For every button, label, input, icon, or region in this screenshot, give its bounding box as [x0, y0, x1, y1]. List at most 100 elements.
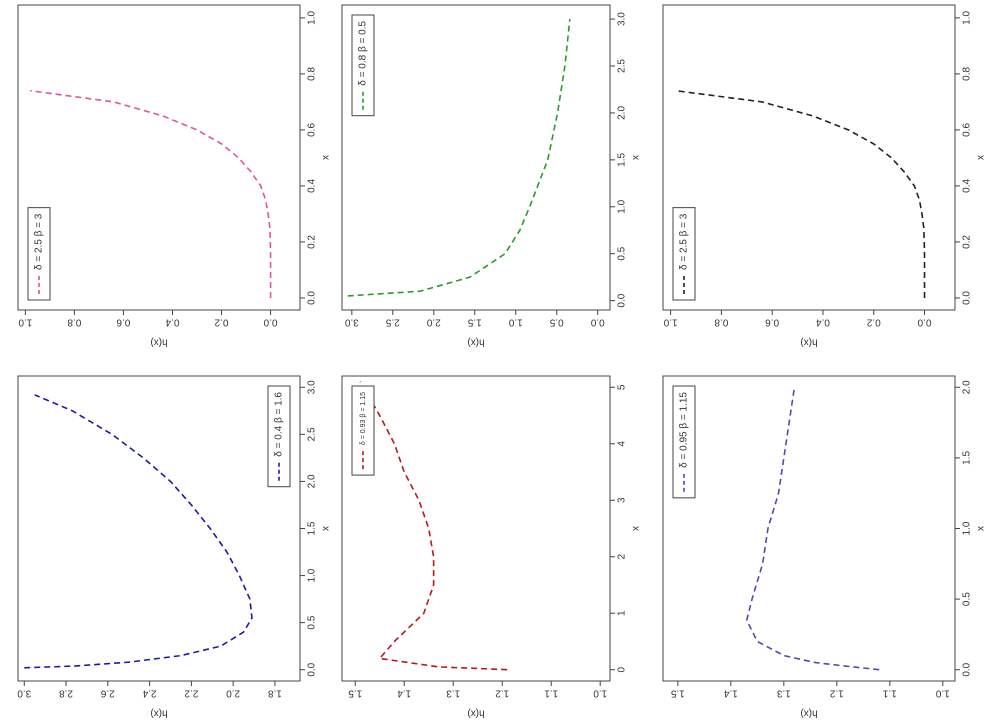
- y-tick-label: 0.6: [116, 316, 130, 327]
- legend-box: [672, 207, 696, 301]
- x-axis-label: x: [321, 155, 332, 160]
- y-tick-label: 2.8: [59, 687, 73, 698]
- y-tick-label: 1.0: [593, 687, 607, 698]
- x-tick-label: 1.5: [307, 521, 318, 535]
- y-tick-label: 1.5: [348, 687, 362, 698]
- legend: δ = 2.5 β = 3: [672, 207, 696, 301]
- plot-frame: [341, 375, 611, 682]
- y-axis-label: h(x): [467, 707, 484, 718]
- x-tick-label: 0.5: [962, 592, 973, 606]
- y-tick-label: 0.8: [67, 316, 81, 327]
- plot-frame: [17, 4, 301, 311]
- x-tick-label: 2.0: [307, 474, 318, 488]
- x-tick-label: 0.0: [962, 291, 973, 305]
- y-tick-label: 2.5: [385, 316, 399, 327]
- y-tick-label: 1.0: [935, 687, 949, 698]
- data-line: [675, 89, 926, 298]
- legend: δ = 0.4 β = 1.6: [267, 385, 291, 488]
- legend: δ = 0.93 β = 1.15: [351, 385, 375, 476]
- x-tick-label: 0: [617, 666, 628, 672]
- legend: δ = 0.95 β = 1.15: [672, 385, 696, 499]
- x-tick-label: 2.5: [307, 427, 318, 441]
- y-tick-label: 0.6: [765, 316, 779, 327]
- y-tick-label: 0.4: [165, 316, 179, 327]
- y-axis-label: h(x): [800, 336, 817, 347]
- y-tick-label: 1.5: [467, 316, 481, 327]
- y-axis-label: h(x): [150, 336, 167, 347]
- y-tick-label: 1.4: [723, 687, 737, 698]
- legend-text: δ = 2.5 β = 3: [34, 213, 45, 270]
- legend-text: δ = 0.8 β = 0.5: [358, 21, 369, 86]
- x-tick-label: 0.8: [307, 67, 318, 81]
- x-tick-label: 3: [617, 497, 628, 503]
- y-tick-label: 1.2: [495, 687, 509, 698]
- panel: 0.0 0.2 0.4 0.6 0.8 1.0 0.0 0.2 0.4 0.6 0.8 1.0 x h(x…: [17, 4, 332, 347]
- x-tick-label: 2.0: [962, 380, 973, 394]
- legend: δ = 2.5 β = 3: [27, 207, 51, 301]
- y-axis-label: h(x): [467, 336, 484, 347]
- y-tick-label: 1.0: [18, 316, 32, 327]
- x-tick-label: 0.8: [962, 67, 973, 81]
- y-tick-label: 0.0: [590, 316, 604, 327]
- legend-text: δ = 0.95 β = 1.15: [679, 392, 690, 468]
- y-tick-label: 1.3: [446, 687, 460, 698]
- x-tick-label: 5: [617, 384, 628, 390]
- x-tick-label: 0.5: [617, 246, 628, 260]
- x-tick-label: 1.0: [617, 199, 628, 213]
- y-axis-label: h(x): [150, 707, 167, 718]
- x-tick-label: 0.6: [962, 123, 973, 137]
- x-tick-label: 1.0: [307, 10, 318, 24]
- y-tick-label: 1.1: [544, 687, 558, 698]
- x-tick-label: 0.2: [962, 235, 973, 249]
- y-tick-label: 2.0: [226, 687, 240, 698]
- x-axis-label: x: [976, 526, 987, 531]
- panel: 0.0 0.2 0.4 0.6 0.8 1.0 0.0 0.2 0.4 0.6 0.8 1.0 x h(x…: [662, 4, 987, 347]
- y-tick-label: 1.4: [397, 687, 411, 698]
- legend: δ = 0.8 β = 0.5: [351, 14, 375, 117]
- x-tick-label: 1.5: [617, 152, 628, 166]
- x-tick-label: 0.0: [307, 291, 318, 305]
- legend-text: δ = 2.5 β = 3: [679, 213, 690, 270]
- legend-box: [27, 207, 51, 301]
- legend-box: [351, 14, 375, 117]
- x-tick-label: 2: [617, 554, 628, 560]
- y-tick-label: 0.2: [214, 316, 228, 327]
- y-tick-label: 2.6: [100, 687, 114, 698]
- y-tick-label: 1.8: [268, 687, 282, 698]
- y-tick-label: 0.8: [714, 316, 728, 327]
- x-tick-label: 3.0: [307, 380, 318, 394]
- plot-frame: [662, 4, 956, 311]
- x-tick-label: 1: [617, 610, 628, 616]
- legend-box: [672, 385, 696, 499]
- x-axis-label: x: [631, 155, 642, 160]
- x-tick-label: 0.0: [307, 662, 318, 676]
- x-tick-label: 0.4: [962, 179, 973, 193]
- panel: 0.0 0.5 1.0 1.5 2.0 2.5 3.0 1.8 2.0 2.2 2.4 2.6 2.8 3…: [17, 375, 332, 718]
- y-tick-label: 1.1: [882, 687, 896, 698]
- x-tick-label: 2.0: [617, 106, 628, 120]
- x-tick-label: 1.0: [962, 10, 973, 24]
- data-line: [24, 394, 253, 669]
- panel: 0.0 0.5 1.0 1.5 2.0 2.5 3.0 0.0 0.5 1.0 1.5 2.0 2.5 3…: [341, 4, 642, 347]
- y-tick-label: 2.2: [184, 687, 198, 698]
- x-axis-label: x: [976, 155, 987, 160]
- legend-box: [267, 385, 291, 488]
- y-tick-label: 1.2: [829, 687, 843, 698]
- x-tick-label: 0.0: [962, 662, 973, 676]
- plot-frame: [17, 375, 301, 682]
- y-tick-label: 0.0: [263, 316, 277, 327]
- y-tick-label: 0.5: [549, 316, 563, 327]
- data-line: [30, 89, 272, 298]
- x-tick-label: 3.0: [617, 12, 628, 26]
- plot-frame: [662, 375, 956, 682]
- legend-box: [351, 385, 375, 476]
- plot-frame: [341, 4, 611, 311]
- x-axis-label: x: [631, 526, 642, 531]
- y-tick-label: 2.0: [426, 316, 440, 327]
- y-tick-label: 1.3: [776, 687, 790, 698]
- y-tick-label: 1.0: [663, 316, 677, 327]
- y-tick-label: 0.0: [917, 316, 931, 327]
- legend-text: δ = 0.4 β = 1.6: [274, 392, 285, 457]
- data-line: [745, 387, 880, 671]
